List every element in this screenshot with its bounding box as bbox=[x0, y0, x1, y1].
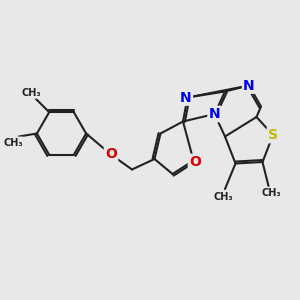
Text: CH₃: CH₃ bbox=[214, 191, 233, 202]
Text: CH₃: CH₃ bbox=[21, 88, 41, 98]
Text: N: N bbox=[209, 107, 220, 121]
Text: CH₃: CH₃ bbox=[262, 188, 281, 199]
Text: S: S bbox=[268, 128, 278, 142]
Text: N: N bbox=[180, 91, 192, 104]
Text: O: O bbox=[189, 155, 201, 169]
Text: O: O bbox=[105, 148, 117, 161]
Text: CH₃: CH₃ bbox=[3, 137, 23, 148]
Text: N: N bbox=[243, 79, 255, 92]
